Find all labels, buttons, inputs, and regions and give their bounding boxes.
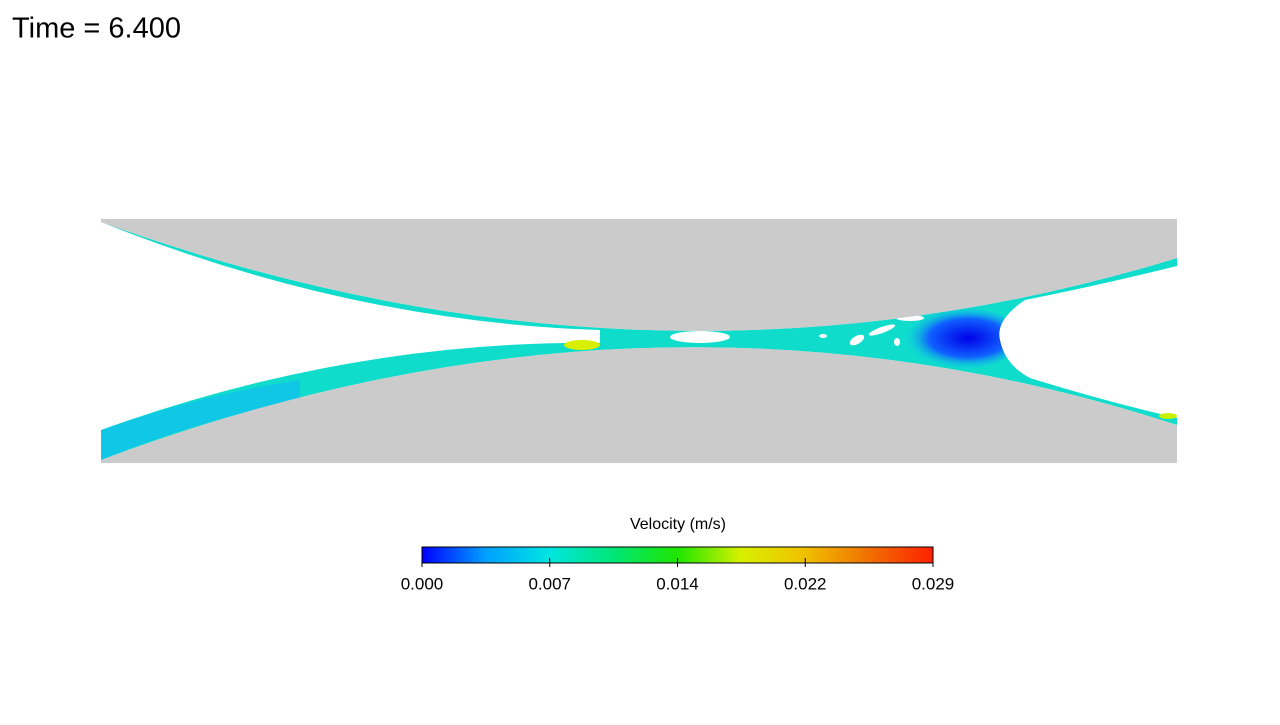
empty-left — [101, 222, 600, 430]
bubble — [894, 338, 900, 346]
bottom-wall — [101, 347, 1177, 463]
fluid-left-shade — [101, 380, 300, 460]
wet-spot — [564, 340, 600, 350]
colorbar-tick-label: 0.022 — [784, 574, 827, 593]
bubble — [670, 331, 730, 343]
colorbar-tick-label: 0.014 — [656, 574, 699, 593]
empty-right — [999, 266, 1177, 418]
colorbar-tick-label: 0.000 — [401, 574, 444, 593]
bubble — [819, 334, 827, 338]
bubble — [868, 324, 896, 336]
time-label: Time = 6.400 — [12, 13, 181, 45]
colorbar-title: Velocity (m/s) — [630, 516, 726, 533]
colorbar-tick-label: 0.007 — [528, 574, 571, 593]
flow-field — [101, 219, 1177, 463]
top-wall — [101, 219, 1177, 331]
fluid — [101, 222, 1177, 460]
colorbar: Velocity (m/s) 0.000 0.007 0.014 0.022 0.029 — [401, 516, 955, 593]
low-velocity-core — [890, 306, 1020, 370]
bubble — [849, 334, 865, 346]
wet-spot — [1159, 413, 1177, 419]
colorbar-tick-label: 0.029 — [912, 574, 955, 593]
